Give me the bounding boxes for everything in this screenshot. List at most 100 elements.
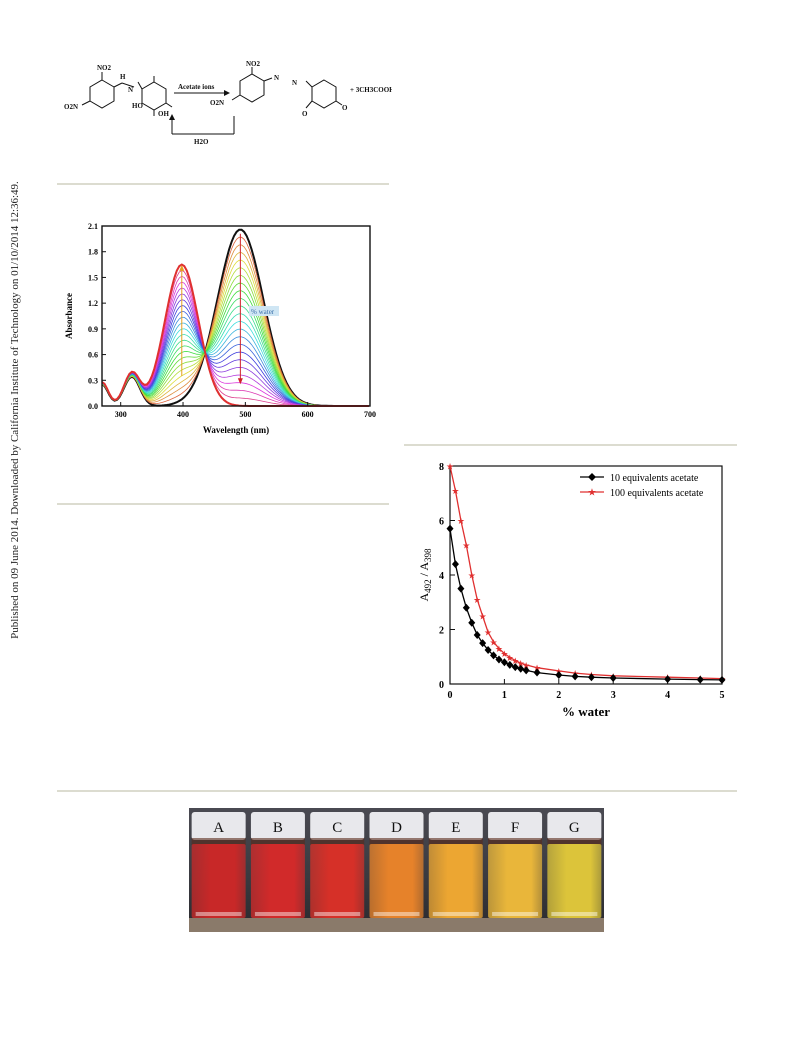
ratio-point: ★ [495, 644, 503, 654]
ratio-legend: 10 equivalents acetate ★ 100 equivalents… [580, 473, 704, 499]
abs-x-tick-label: 600 [302, 410, 314, 419]
vial-base-glare [551, 912, 598, 916]
right-n-label: N [274, 74, 279, 82]
left-o2n-label: O2N [64, 103, 78, 111]
ratio-point [517, 664, 525, 673]
ratio-point: ★ [522, 660, 530, 670]
ratio-point [484, 645, 492, 654]
abs-y-tick-label: 0.3 [88, 376, 98, 385]
divider-1 [57, 183, 389, 185]
sidebar-publication-note: Published on 09 June 2014. Downloaded by… [4, 181, 26, 639]
ratio-x-tick-label: 0 [448, 690, 453, 701]
ratio-point [587, 673, 595, 682]
abs-y-tick-label: 1.5 [88, 273, 98, 282]
ratio-point [495, 655, 503, 664]
ratio-x-tick-label: 4 [665, 690, 670, 701]
ratio-series-line [449, 465, 723, 680]
vial-base-glare [492, 912, 539, 916]
back-arrow-head [169, 114, 175, 120]
divider-4 [57, 790, 737, 792]
vial-label-area [310, 812, 365, 840]
ratio-point: ★ [489, 637, 497, 647]
vial-label-A: A [213, 820, 224, 836]
ratio-point: ★ [457, 516, 465, 526]
abs-y-tick-label: 0.9 [88, 325, 98, 334]
vial-meniscus [428, 838, 483, 845]
absorbance-chart: 0.0 0.3 0.6 0.9 1.2 1.5 1.8 2.1 300 400 500 600 700… [64, 222, 376, 435]
ratio-point: ★ [462, 541, 470, 551]
arrow-label: Acetate ions [178, 83, 215, 91]
vial-label-B: B [273, 820, 283, 836]
ratio-x-tick-label: 5 [720, 690, 725, 701]
o-minus-label-1: O [302, 110, 308, 118]
ratio-point [457, 584, 465, 593]
legend-label-100eq: 100 equivalents acetate [610, 488, 704, 499]
ratio-y-tick-label: 6 [439, 517, 444, 528]
ratio-point: ★ [506, 653, 514, 663]
ratio-point [451, 560, 459, 569]
vials-photo: A B C D E F G [189, 808, 604, 932]
left-no2-label: NO2 [97, 64, 112, 72]
abs-y-tick-label: 1.2 [88, 299, 98, 308]
abs-y-tick-label: 2.1 [88, 222, 98, 231]
ratio-point [506, 660, 514, 669]
ratio-point [533, 668, 541, 677]
vial-label-area [488, 812, 543, 840]
right-no2-label: NO2 [246, 60, 261, 68]
vial-meniscus [369, 838, 424, 845]
ratio-point [696, 675, 704, 684]
vial-label-E: E [451, 820, 460, 836]
ratio-point [500, 658, 508, 667]
vial-solution-G [547, 844, 602, 918]
ratio-point [473, 630, 481, 639]
ratio-point: ★ [500, 649, 508, 659]
vial-label-area [191, 812, 246, 840]
oh-label: OH [158, 110, 169, 118]
absorbance-plot-frame [101, 225, 371, 407]
ratio-y-tick-label: 2 [439, 626, 444, 637]
vial-label-area [369, 812, 424, 840]
ratio-point [664, 675, 672, 684]
divider-2 [57, 503, 389, 505]
vial-solution-A [191, 844, 246, 918]
absorbance-curves [101, 228, 369, 407]
absorbance-curve [101, 236, 369, 407]
absorbance-y-label: Absorbance [64, 293, 74, 339]
left-ring [89, 79, 115, 109]
vial-label-D: D [391, 820, 402, 836]
vial-base-glare [373, 912, 420, 916]
vial-label-G: G [569, 820, 580, 836]
increase-arrow-head [179, 264, 185, 271]
ratio-y-tick-label: 8 [439, 462, 444, 473]
ratio-point [571, 672, 579, 681]
back-arrow-label: H2O [194, 138, 209, 146]
ratio-point [462, 603, 470, 612]
vial-solution-B [250, 844, 305, 918]
vial-label-F: F [511, 820, 519, 836]
abs-x-tick-label: 500 [239, 410, 251, 419]
divider-3 [404, 444, 737, 446]
ratio-point [522, 666, 530, 675]
vial-meniscus [488, 838, 543, 845]
vial-meniscus [547, 838, 602, 845]
ratio-point: ★ [446, 462, 454, 472]
ratio-point: ★ [479, 611, 487, 621]
abs-x-tick-label: 700 [364, 410, 376, 419]
forward-arrow-head [224, 90, 230, 96]
vial-solution-C [310, 844, 365, 918]
abs-y-tick-label: 1.8 [88, 248, 98, 257]
reaction-scheme: NO2 O2N H N N HO OH Acetate ions NO2 O2N… [64, 60, 392, 146]
ratio-point: ★ [517, 659, 525, 669]
ratio-point [479, 639, 487, 648]
vial-label-area [547, 812, 602, 840]
ratio-x-tick-label: 3 [611, 690, 616, 701]
vial-meniscus [310, 838, 365, 845]
ratio-point [511, 663, 519, 672]
legend-marker-100eq: ★ [588, 488, 597, 499]
ratio-point [446, 524, 454, 533]
water-annotation: % water [251, 308, 275, 316]
right-ring-2 [311, 79, 337, 109]
vial-base-glare [432, 912, 479, 916]
ratio-series-line [449, 528, 723, 681]
